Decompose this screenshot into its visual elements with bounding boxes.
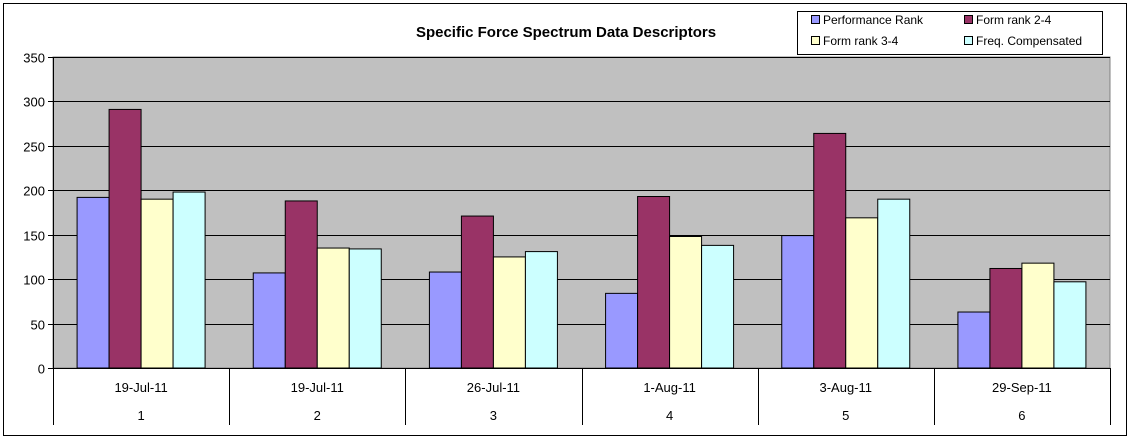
legend-label: Freq. Compensated: [976, 34, 1082, 48]
bar: [1053, 281, 1087, 369]
bar: [845, 217, 879, 369]
legend-swatch: [964, 36, 973, 45]
x-tick-label-date: 3-Aug-11: [819, 380, 872, 395]
x-tick-label-index: 2: [314, 408, 321, 423]
bar: [284, 200, 318, 369]
x-tick-label-index: 5: [842, 408, 849, 423]
bar: [669, 235, 703, 369]
y-tick-label: 350: [23, 51, 45, 66]
bar: [877, 198, 911, 369]
bar: [492, 256, 526, 369]
bar: [524, 251, 558, 369]
legend-swatch: [964, 15, 973, 24]
y-tick-label: 50: [31, 318, 45, 333]
legend-swatch: [811, 15, 820, 24]
y-tick-label: 0: [38, 362, 45, 377]
bar: [813, 132, 847, 369]
bar: [172, 191, 206, 369]
bar: [957, 311, 991, 369]
plot-area-group: 0 50 100 150 200 250 300 350 19-Jul-11 1 19-Jul-11…: [23, 51, 1111, 425]
legend-box: [797, 11, 1103, 55]
x-tick-label-date: 1-Aug-11: [643, 380, 696, 395]
x-tick-label-index: 3: [490, 408, 497, 423]
bar: [637, 196, 671, 369]
x-tick-label-index: 6: [1018, 408, 1025, 423]
bar: [989, 267, 1023, 369]
y-tick-label: 300: [23, 95, 45, 110]
legend-label: Form rank 2-4: [976, 13, 1052, 27]
x-tick-label-index: 4: [666, 408, 673, 423]
bar: [460, 215, 494, 369]
bar: [605, 292, 639, 369]
plot-area: [52, 56, 1111, 369]
bar: [108, 108, 142, 369]
bar: [1021, 262, 1055, 369]
x-tick-label-date: 29-Sep-11: [992, 380, 1052, 395]
x-tick-label-index: 1: [137, 408, 144, 423]
chart-title: Specific Force Spectrum Data Descriptors: [416, 24, 716, 41]
bar: [316, 247, 350, 369]
x-tick-label-date: 19-Jul-11: [291, 380, 344, 395]
legend-swatch: [811, 36, 820, 45]
bar: [701, 244, 735, 369]
y-tick-label: 150: [23, 229, 45, 244]
bar: [140, 198, 174, 369]
legend-label: Performance Rank: [823, 13, 924, 27]
y-tick-label: 200: [23, 184, 45, 199]
bar: [252, 272, 286, 369]
bar: [781, 235, 815, 369]
x-tick-label-date: 26-Jul-11: [467, 380, 520, 395]
bar: [428, 271, 462, 369]
bar: [76, 196, 110, 369]
y-tick-label: 250: [23, 140, 45, 155]
legend-label: Form rank 3-4: [823, 34, 899, 48]
legend: Performance Rank Form rank 2-4 Form rank 3…: [797, 11, 1103, 55]
bar: [348, 248, 382, 369]
y-tick-label: 100: [23, 273, 45, 288]
x-tick-label-date: 19-Jul-11: [114, 380, 167, 395]
